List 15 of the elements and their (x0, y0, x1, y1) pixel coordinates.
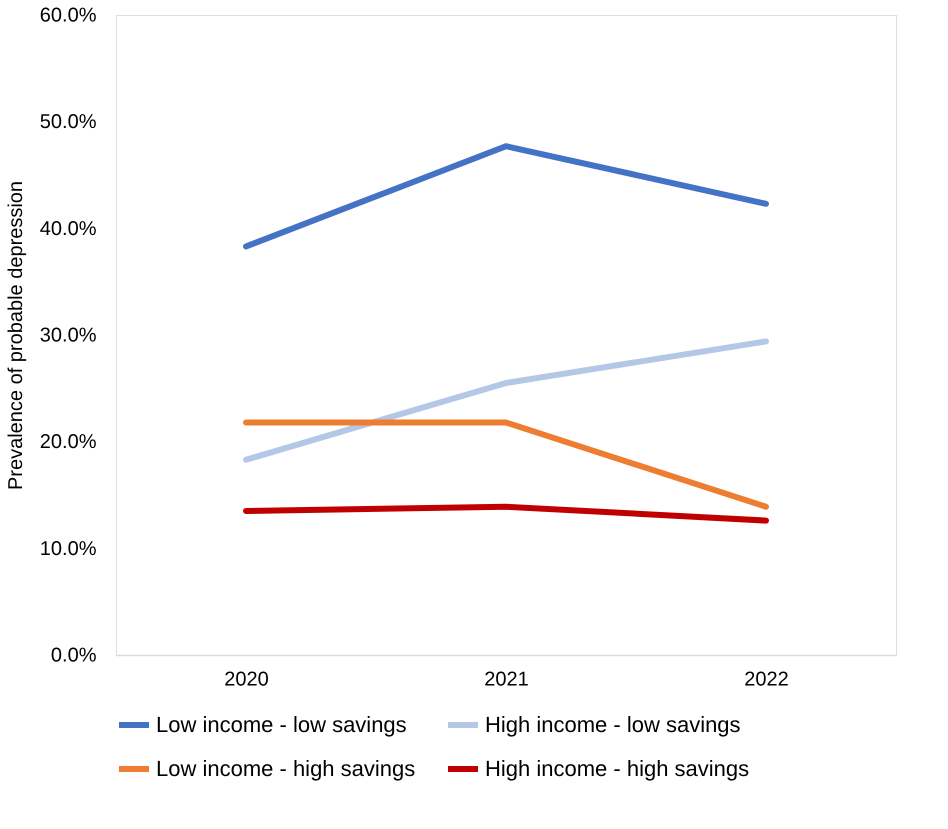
y-axis-title: Prevalence of probable depression (4, 180, 27, 490)
x-tick-label: 2020 (224, 668, 269, 690)
legend-label: High income - low savings (485, 712, 741, 737)
x-tick-label: 2021 (484, 668, 529, 690)
y-tick-label: 50.0% (40, 111, 97, 134)
y-tick-label: 30.0% (40, 324, 97, 346)
y-tick-label: 0.0% (50, 644, 97, 666)
y-tick-label: 60.0% (40, 4, 97, 26)
legend-label: Low income - low savings (156, 712, 407, 737)
legend-label: Low income - high savings (156, 756, 416, 781)
y-tick-label: 10.0% (40, 538, 97, 560)
x-tick-label: 2022 (744, 668, 789, 690)
legend-label: High income - high savings (485, 756, 750, 781)
y-tick-label: 20.0% (40, 431, 97, 454)
y-tick-label: 40.0% (40, 218, 97, 240)
